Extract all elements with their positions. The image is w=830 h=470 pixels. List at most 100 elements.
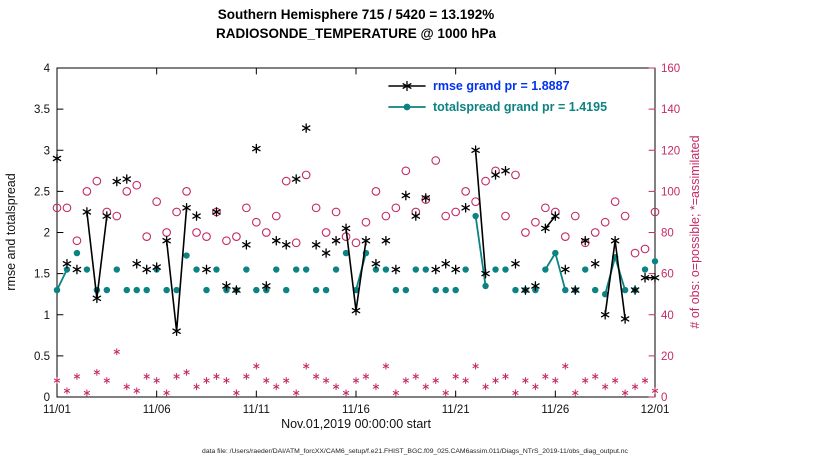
possible-obs-marker <box>371 187 381 196</box>
rmse-line-sample-icon <box>388 80 426 92</box>
possible-obs-marker <box>301 170 311 180</box>
y-right-tick-label: 100 <box>661 186 680 198</box>
assimilated-obs-marker <box>273 384 280 389</box>
rmse-marker <box>401 192 411 199</box>
totalspread-marker <box>183 252 190 259</box>
totalspread-marker <box>592 286 599 294</box>
assimilated-obs-marker <box>103 378 110 383</box>
y-axis-label-left: rmse and totalspread <box>4 173 18 291</box>
totalspread-marker <box>213 266 220 273</box>
assimilated-obs-marker <box>442 390 449 395</box>
rmse-marker <box>630 287 640 293</box>
rmse-line <box>544 215 557 230</box>
chart-title-line-2: RADIOSONDE_TEMPERATURE @ 1000 hPa <box>216 26 496 41</box>
possible-obs-marker <box>541 203 550 213</box>
rmse-marker <box>52 155 62 162</box>
totalspread-marker <box>382 266 390 273</box>
totalspread-marker <box>641 266 649 273</box>
assimilated-obs-marker <box>612 378 619 383</box>
rmse-line <box>345 227 357 312</box>
assimilated-obs-marker <box>622 390 629 395</box>
totalspread-marker <box>432 286 439 294</box>
rmse-line <box>474 149 487 275</box>
possible-obs-marker <box>560 232 570 241</box>
rmse-marker <box>421 195 431 201</box>
possible-obs-marker <box>112 211 122 221</box>
x-tick-label: 11/06 <box>143 404 171 416</box>
rmse-marker <box>321 250 331 256</box>
assimilated-obs-marker <box>173 374 180 379</box>
assimilated-obs-marker <box>53 378 61 383</box>
possible-obs-marker <box>451 207 461 217</box>
possible-obs-marker <box>531 217 540 227</box>
y-left-tick-label: 2.5 <box>34 186 50 198</box>
possible-obs-marker <box>62 203 72 213</box>
possible-obs-marker <box>501 211 510 221</box>
assimilated-obs-marker <box>342 390 350 395</box>
possible-obs-marker <box>620 211 630 221</box>
totalspread-marker <box>472 212 479 220</box>
totalspread-line <box>544 252 557 271</box>
possible-obs-marker <box>481 176 490 186</box>
totalspread-marker <box>392 286 400 294</box>
possible-obs-marker <box>172 207 181 217</box>
assimilated-obs-marker <box>83 390 90 395</box>
assimilated-obs-marker <box>93 370 100 375</box>
totalspread-marker <box>63 266 71 273</box>
assimilated-obs-marker <box>562 364 569 369</box>
rmse-marker <box>511 261 520 267</box>
legend: rmse grand pr = 1.8887 totalspread grand… <box>388 77 607 116</box>
assimilated-obs-marker <box>502 374 509 379</box>
rmse-marker <box>262 283 271 289</box>
rmse-marker <box>252 145 261 152</box>
assimilated-obs-marker <box>293 390 300 395</box>
rmse-line <box>604 239 616 316</box>
chart-title-line-1: Southern Hemisphere 715 / 5420 = 13.192% <box>217 7 495 22</box>
rmse-marker <box>620 316 630 322</box>
totalspread-marker <box>53 286 61 294</box>
assimilated-obs-marker <box>332 384 340 389</box>
legend-label-totalspread: totalspread grand pr = 1.4195 <box>433 100 608 114</box>
rmse-marker <box>242 242 251 248</box>
assimilated-obs-marker <box>382 364 389 369</box>
rmse-marker <box>431 266 441 273</box>
possible-obs-marker <box>271 211 281 221</box>
rmse-marker <box>92 295 102 302</box>
assimilated-obs-marker <box>492 378 499 383</box>
assimilated-obs-marker <box>223 378 230 383</box>
totalspread-marker <box>123 286 130 294</box>
rmse-line <box>165 239 178 333</box>
assimilated-obs-marker <box>123 384 130 389</box>
totalspread-marker <box>502 266 509 273</box>
y-right-tick-label: 80 <box>661 228 674 240</box>
totalspread-marker <box>621 286 629 294</box>
rmse-marker <box>112 178 122 185</box>
possible-obs-marker <box>242 203 251 213</box>
totalspread-marker <box>542 266 549 273</box>
assimilated-obs-marker <box>213 374 220 379</box>
assimilated-obs-marker <box>372 384 380 389</box>
possible-obs-marker <box>331 207 341 217</box>
rmse-marker <box>311 242 321 248</box>
totalspread-sample-marker <box>403 103 411 111</box>
rmse-marker <box>551 213 560 219</box>
assimilated-obs-marker <box>412 374 419 379</box>
rmse-marker <box>541 225 550 232</box>
possible-obs-marker <box>511 170 520 180</box>
rmse-marker <box>182 205 191 211</box>
totalspread-line <box>56 268 68 291</box>
possible-obs-marker <box>251 217 261 227</box>
rmse-marker <box>192 213 201 219</box>
rmse-marker <box>391 266 401 273</box>
totalspread-marker <box>133 286 140 294</box>
assimilated-obs-marker <box>263 378 270 383</box>
totalspread-marker <box>193 266 200 273</box>
totalspread-marker <box>582 266 589 273</box>
assimilated-obs-marker <box>153 378 160 383</box>
totalspread-marker <box>512 286 519 294</box>
rmse-line <box>96 215 108 300</box>
legend-entry-rmse: rmse grand pr = 1.8887 <box>388 77 607 95</box>
y-left-tick-label: 1.5 <box>34 269 50 281</box>
assimilated-obs-marker <box>402 378 409 383</box>
